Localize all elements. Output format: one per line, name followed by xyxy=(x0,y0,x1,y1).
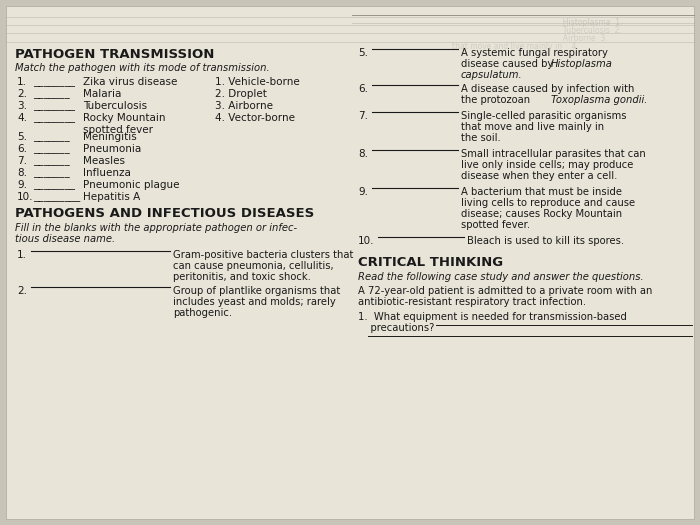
Text: Influenza: Influenza xyxy=(83,168,131,178)
Text: CRITICAL THINKING: CRITICAL THINKING xyxy=(358,256,503,269)
Text: Fill in the blanks with the appropriate pathogen or infec-: Fill in the blanks with the appropriate … xyxy=(15,223,297,233)
Text: capsulatum.: capsulatum. xyxy=(461,70,523,80)
Text: _________: _________ xyxy=(33,192,80,202)
Text: 2. Droplet: 2. Droplet xyxy=(215,89,267,99)
Text: 1. Vehicle-borne: 1. Vehicle-borne xyxy=(215,77,300,87)
Text: can cause pneumonia, cellulitis,: can cause pneumonia, cellulitis, xyxy=(173,261,334,271)
Text: 3. Airborne: 3. Airborne xyxy=(215,101,273,111)
Text: 5.: 5. xyxy=(358,48,368,58)
Text: ________: ________ xyxy=(33,101,75,111)
Text: 7.: 7. xyxy=(17,156,27,166)
Text: 9.: 9. xyxy=(17,180,27,190)
Text: Histoplasma  1.: Histoplasma 1. xyxy=(520,18,622,27)
Text: disease; causes Rocky Mountain: disease; causes Rocky Mountain xyxy=(461,209,622,219)
Text: ________: ________ xyxy=(33,180,75,190)
Text: 1.: 1. xyxy=(17,250,27,260)
Text: _______: _______ xyxy=(33,168,70,178)
Text: _______: _______ xyxy=(33,144,70,154)
Text: _______: _______ xyxy=(33,156,70,166)
Text: spotted fever: spotted fever xyxy=(83,125,153,135)
Text: live only inside cells; may produce: live only inside cells; may produce xyxy=(461,160,634,170)
Text: 6.: 6. xyxy=(17,144,27,154)
Text: 2.: 2. xyxy=(17,89,27,99)
Text: the soil.: the soil. xyxy=(461,133,500,143)
Text: Gram-positive bacteria clusters that: Gram-positive bacteria clusters that xyxy=(173,250,354,260)
Text: 5.: 5. xyxy=(17,132,27,142)
Text: Single-celled parasitic organisms: Single-celled parasitic organisms xyxy=(461,111,626,121)
Text: Malaria: Malaria xyxy=(83,89,121,99)
Text: Group of plantlike organisms that: Group of plantlike organisms that xyxy=(173,286,340,296)
Text: Rocky Mountain: Rocky Mountain xyxy=(83,113,165,123)
Text: _______: _______ xyxy=(33,132,70,142)
Text: Hepatitis A: Hepatitis A xyxy=(83,192,140,202)
Text: Zika virus disease: Zika virus disease xyxy=(83,77,177,87)
Text: 8.: 8. xyxy=(358,149,368,159)
Text: 4. Vector-borne: 4. Vector-borne xyxy=(215,113,295,123)
Text: A systemic fungal respiratory: A systemic fungal respiratory xyxy=(461,48,608,58)
Text: 6.: 6. xyxy=(358,84,368,94)
Text: 3.: 3. xyxy=(17,101,27,111)
Text: Histoplasma: Histoplasma xyxy=(551,59,613,69)
Text: A 72-year-old patient is admitted to a private room with an: A 72-year-old patient is admitted to a p… xyxy=(358,286,652,296)
Text: 4.: 4. xyxy=(17,113,27,123)
Text: Tuberculosis: Tuberculosis xyxy=(83,101,147,111)
Text: Bleach is used to kill its spores.: Bleach is used to kill its spores. xyxy=(467,236,624,246)
Text: Match the pathogen with its mode of transmission.: Match the pathogen with its mode of tran… xyxy=(15,63,270,73)
Text: 7.: 7. xyxy=(358,111,368,121)
Text: 9.: 9. xyxy=(358,187,368,197)
Text: Read the following case study and answer the questions.: Read the following case study and answer… xyxy=(358,272,643,282)
Text: 8.: 8. xyxy=(17,168,27,178)
Text: peritonitis, and toxic shock.: peritonitis, and toxic shock. xyxy=(173,272,311,282)
Text: the protozoan: the protozoan xyxy=(461,95,533,105)
Text: Toxoplasma gondii.: Toxoplasma gondii. xyxy=(551,95,648,105)
Text: tious disease name.: tious disease name. xyxy=(15,234,115,244)
Text: 1.: 1. xyxy=(17,77,27,87)
FancyBboxPatch shape xyxy=(6,6,694,519)
Text: that move and live mainly in: that move and live mainly in xyxy=(461,122,604,132)
Text: Meningitis: Meningitis xyxy=(83,132,136,142)
Text: 2.: 2. xyxy=(17,286,27,296)
Text: PATHOGEN TRANSMISSION: PATHOGEN TRANSMISSION xyxy=(15,48,214,61)
Text: precautions?: precautions? xyxy=(358,323,435,333)
Text: Small intracellular parasites that can: Small intracellular parasites that can xyxy=(461,149,645,159)
Text: Airborne  3.: Airborne 3. xyxy=(520,34,608,43)
Text: PATHOGENS AND INFECTIOUS DISEASES: PATHOGENS AND INFECTIOUS DISEASES xyxy=(15,207,314,220)
Text: 10.: 10. xyxy=(17,192,34,202)
Text: Pneumonia: Pneumonia xyxy=(83,144,141,154)
Text: _______: _______ xyxy=(33,89,70,99)
Text: pathogenic.: pathogenic. xyxy=(173,308,232,318)
Text: 1.  What equipment is needed for transmission-based: 1. What equipment is needed for transmis… xyxy=(358,312,627,322)
Text: that move and live mainly in    4.: that move and live mainly in 4. xyxy=(452,42,579,51)
Text: A disease caused by infection with: A disease caused by infection with xyxy=(461,84,634,94)
Text: Measles: Measles xyxy=(83,156,125,166)
Text: includes yeast and molds; rarely: includes yeast and molds; rarely xyxy=(173,297,336,307)
Text: disease when they enter a cell.: disease when they enter a cell. xyxy=(461,171,617,181)
Text: ________: ________ xyxy=(33,77,75,87)
Text: antibiotic-resistant respiratory tract infection.: antibiotic-resistant respiratory tract i… xyxy=(358,297,586,307)
Text: disease caused by: disease caused by xyxy=(461,59,556,69)
Text: ________: ________ xyxy=(33,113,75,123)
Text: spotted fever.: spotted fever. xyxy=(461,220,530,230)
Text: Tuberculosis  2.: Tuberculosis 2. xyxy=(520,26,622,35)
Text: Pneumonic plague: Pneumonic plague xyxy=(83,180,179,190)
Text: living cells to reproduce and cause: living cells to reproduce and cause xyxy=(461,198,635,208)
Text: A bacterium that must be inside: A bacterium that must be inside xyxy=(461,187,622,197)
Text: 10.: 10. xyxy=(358,236,374,246)
